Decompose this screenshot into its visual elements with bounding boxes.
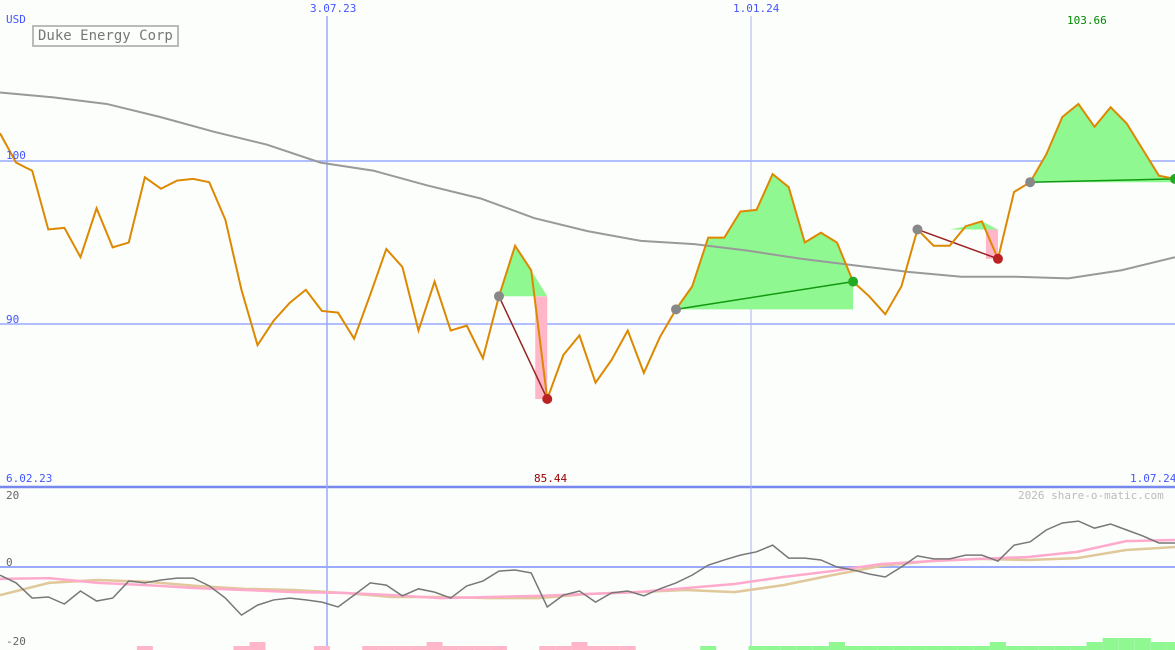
trade-gain-area	[498, 245, 548, 297]
histogram-bar	[973, 646, 990, 650]
histogram-bar	[877, 646, 894, 650]
moving-average-line	[0, 91, 1175, 280]
histogram-bar	[1070, 646, 1087, 650]
histogram-bar	[490, 646, 507, 650]
histogram-bar	[989, 642, 1006, 650]
histogram-bar	[909, 646, 926, 650]
trade-gain-area	[676, 174, 854, 310]
histogram-bar	[861, 646, 878, 650]
histogram-bar	[1038, 646, 1055, 650]
histogram-bar	[442, 646, 459, 650]
histogram-bar	[1006, 646, 1023, 650]
start-date-label: 6.02.23	[6, 472, 53, 485]
osc-tick-label: 20	[6, 489, 20, 502]
trade-line	[498, 295, 548, 400]
histogram-bar	[941, 646, 958, 650]
price-line	[0, 102, 1175, 400]
histogram-bar	[410, 646, 427, 650]
trade-exit-marker	[1170, 173, 1175, 184]
histogram-bar	[1118, 638, 1135, 650]
histogram-bar	[780, 646, 797, 650]
copyright: 2026 share-o-matic.com	[1018, 489, 1164, 502]
histogram-bar	[1022, 646, 1039, 650]
histogram-bar	[555, 646, 572, 650]
histogram-bar	[700, 646, 717, 650]
histogram-bar	[796, 646, 813, 650]
trade-exit-marker	[992, 253, 1003, 264]
histogram-bar	[957, 646, 974, 650]
trade-line	[1030, 178, 1175, 183]
histogram-bar	[845, 646, 862, 650]
histogram-bar	[313, 646, 330, 650]
max-price-label: 103.66	[1067, 14, 1107, 27]
trade-gain-area	[1030, 103, 1175, 183]
end-date-label: 1.07.24	[1130, 472, 1175, 485]
osc-tick-label: 0	[6, 556, 13, 569]
chart-title: Duke Energy Corp	[32, 25, 179, 47]
histogram-bar	[458, 646, 475, 650]
trade-entry-marker	[671, 304, 682, 315]
histogram-bar	[1167, 642, 1175, 650]
y-axis-unit: USD	[6, 13, 26, 26]
y-tick-label: 100	[6, 149, 26, 162]
histogram-bar	[764, 646, 781, 650]
trade-exit-marker	[542, 393, 553, 404]
histogram-bar	[394, 646, 411, 650]
histogram-bar	[603, 646, 620, 650]
histogram-bar	[249, 642, 266, 650]
histogram-bar	[828, 642, 845, 650]
histogram-bar	[619, 646, 636, 650]
oscillator-line	[0, 520, 1175, 617]
histogram-bar	[893, 646, 910, 650]
histogram-bar	[571, 642, 588, 650]
histogram-bar	[1054, 646, 1071, 650]
histogram-bar	[1102, 638, 1119, 650]
histogram-bar	[378, 646, 395, 650]
histogram-bar	[362, 646, 379, 650]
histogram-bar	[426, 642, 443, 650]
x-tick-label: 3.07.23	[310, 2, 357, 15]
trade-entry-marker	[1025, 177, 1036, 188]
histogram-bar	[136, 646, 153, 650]
trade-exit-marker	[848, 276, 859, 287]
histogram-bar	[925, 646, 942, 650]
trade-entry-marker	[493, 291, 504, 302]
min-price-label: 85.44	[534, 472, 568, 485]
trade-line	[917, 228, 999, 260]
y-tick-label: 90	[6, 313, 20, 326]
histogram-bar	[233, 646, 250, 650]
histogram-bar	[539, 646, 556, 650]
histogram-bar	[748, 646, 765, 650]
osc-tick-label: -20	[6, 635, 26, 648]
histogram-bar	[587, 646, 604, 650]
histogram-bar	[1150, 642, 1167, 650]
histogram-bar	[812, 646, 829, 650]
oscillator-line	[0, 538, 1175, 600]
histogram-bar	[1086, 642, 1103, 650]
trade-line	[675, 280, 854, 311]
x-tick-label: 1.01.24	[733, 2, 780, 15]
histogram-bar	[474, 646, 491, 650]
oscillator-line	[0, 545, 1175, 600]
histogram-bar	[1134, 638, 1151, 650]
trade-entry-marker	[912, 224, 923, 235]
